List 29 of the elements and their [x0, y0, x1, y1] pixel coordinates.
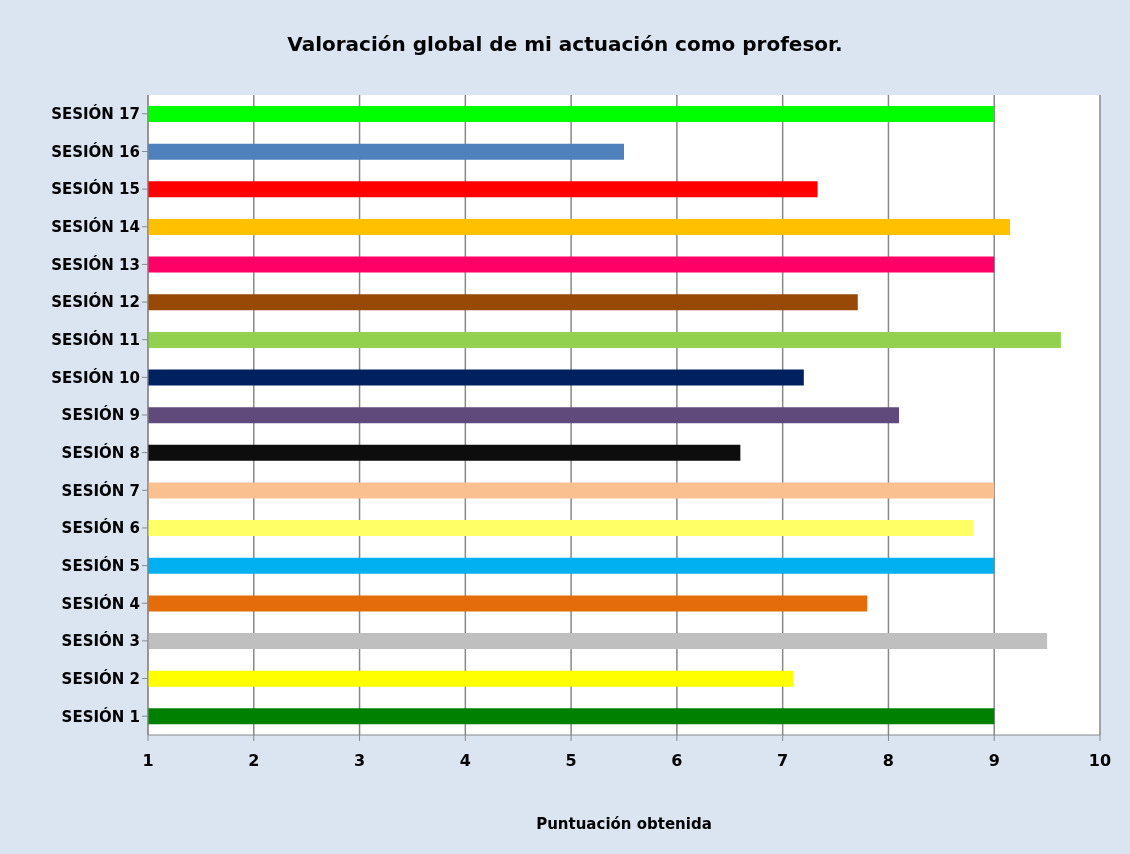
x-tick-label: 4: [459, 751, 471, 771]
chart-title: Valoración global de mi actuación como profesor.: [286, 32, 844, 56]
y-tick-label: SESIÓN 8: [61, 442, 140, 462]
y-tick-label: SESIÓN 5: [61, 555, 140, 575]
x-tick-label: 3: [353, 751, 366, 771]
x-tick-label: 9: [988, 751, 1000, 771]
y-tick-label: SESIÓN 14: [51, 217, 140, 237]
y-tick-label: SESIÓN 17: [51, 104, 140, 124]
y-tick-label: SESIÓN 11: [51, 330, 140, 350]
y-tick-label: SESIÓN 6: [61, 518, 140, 538]
y-tick-label: SESIÓN 15: [51, 179, 140, 199]
y-tick-label: SESIÓN 4: [61, 593, 140, 613]
x-tick-label: 6: [671, 751, 683, 771]
y-tick-label: SESIÓN 7: [61, 480, 140, 500]
y-tick-label: SESIÓN 10: [51, 367, 140, 387]
x-tick-label: 1: [142, 751, 154, 771]
y-tick-label: SESIÓN 12: [51, 292, 140, 312]
y-tick-label: SESIÓN 3: [61, 631, 140, 651]
y-tick-label: SESIÓN 2: [61, 668, 140, 688]
y-tick-label: SESIÓN 1: [61, 706, 140, 726]
x-tick-label: 5: [565, 751, 577, 771]
x-tick-label: 2: [248, 751, 260, 771]
x-axis-title: Puntuación obtenida: [536, 815, 712, 833]
x-tick-label: 7: [777, 751, 789, 771]
y-tick-label: SESIÓN 13: [51, 254, 140, 274]
x-tick-label: 10: [1088, 751, 1112, 771]
y-tick-label: SESIÓN 9: [61, 405, 140, 425]
x-tick-label: 8: [882, 751, 895, 771]
y-tick-label: SESIÓN 16: [51, 141, 140, 161]
